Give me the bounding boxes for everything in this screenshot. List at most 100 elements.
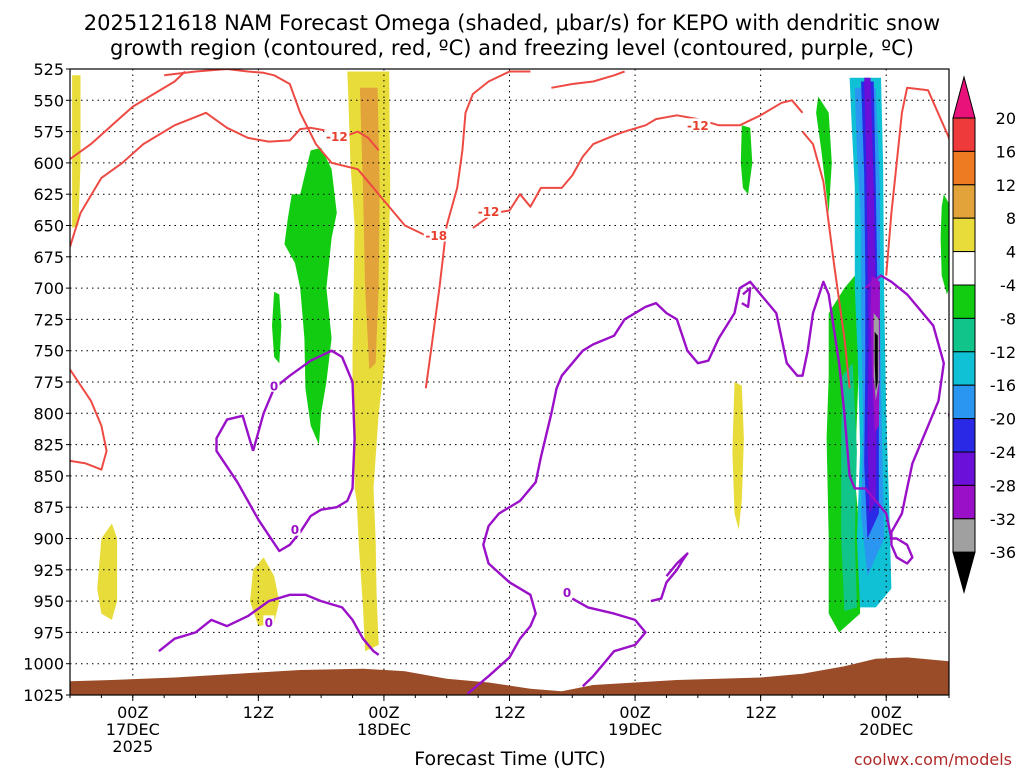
colorbar-label: 16 [996,142,1016,161]
freezing-contour-label: 0 [265,616,273,630]
y-tick-label: 525 [33,60,64,79]
freezing-contour [741,286,752,309]
omega-region [347,71,391,652]
x-tick-label: 00Z [368,703,399,722]
x-tick-label: 18DEC [357,720,411,739]
colorbar-label: -28 [990,476,1016,495]
freezing-contour [466,274,945,695]
freezing-label-bg [268,378,280,392]
y-tick-label: 900 [33,530,64,549]
colorbar-label: -36 [990,543,1016,562]
colorbar-bin [952,117,976,152]
colorbar-label: -12 [990,343,1016,362]
y-tick-label: 800 [33,404,64,423]
snow-growth-contour [70,70,186,160]
colorbar-label: -24 [990,443,1016,462]
colorbar-bin [952,451,976,486]
x-axis-label: Forecast Time (UTC) [414,748,605,768]
x-tick-label: 00Z [871,703,902,722]
y-tick-label: 950 [33,592,64,611]
y-tick-label: 875 [33,498,64,517]
colorbar-bin [952,150,976,186]
x-tick-label: 19DEC [608,720,662,739]
colorbar-label: 4 [1006,243,1016,262]
snow-growth-label-bg [324,129,350,143]
colorbar-label: -8 [1000,309,1016,328]
colorbar: 20 16 12 8 4 -4 -8 -12 -16 -20 -24 -28 -32 -36 [952,75,1016,595]
colorbar-top-arrow [952,75,976,119]
freezing-label-bg [289,522,301,536]
colorbar-bin [952,351,976,386]
freezing-label-bg [561,585,573,599]
omega-region [940,194,949,295]
credit-text: coolwx.com/models [854,750,1012,768]
freezing-contour [650,552,689,603]
colorbar-bin [952,217,976,253]
snow-growth-contour [551,70,625,89]
chart-title-line2: growth region (contoured, red, ºC) and f… [110,36,914,60]
colorbar-bin [952,184,976,219]
omega-shading [72,71,949,652]
y-tick-label: 750 [33,342,64,361]
colorbar-bottom-arrow [952,551,976,595]
y-axis: 525 550 575 600 625 650 675 700 725 750 775 800 825 8… [23,60,70,705]
omega-region [272,291,282,364]
omega-region [740,125,753,195]
colorbar-bin [952,251,976,286]
freezing-contour-label: 0 [563,586,571,600]
snow-growth-contour [801,130,851,389]
omega-region [284,147,337,445]
y-tick-label: 600 [33,154,64,173]
y-tick-label: 925 [33,561,64,580]
colorbar-label: -4 [1000,276,1016,295]
colorbar-bin [952,384,976,420]
colorbar-label: -20 [990,410,1016,429]
y-tick-label: 825 [33,436,64,455]
y-tick-label: 725 [33,310,64,329]
x-tick-label: 12Z [745,703,776,722]
colorbar-label: -32 [990,510,1016,529]
y-tick-label: 1000 [23,655,64,674]
colorbar-bin [952,518,976,553]
colorbar-bin [952,484,976,520]
chart-title-line1: 2025121618 NAM Forecast Omega (shaded, μ… [84,11,940,35]
snow-growth-contour-label: -12 [478,205,500,219]
omega-region [874,331,878,391]
colorbar-label: 12 [996,176,1016,195]
y-tick-label: 675 [33,248,64,267]
terrain-fill [70,657,949,695]
y-tick-label: 775 [33,373,64,392]
colorbar-bin [952,284,976,319]
snow-growth-contour [424,70,531,389]
freezing-contour [571,597,647,688]
snow-growth-contour [164,69,427,237]
colorbar-bin [952,418,976,453]
omega-region [732,382,744,530]
x-tick-label: 20DEC [859,720,913,739]
freezing-label-bg [263,615,275,629]
snow-growth-label-bg [476,204,502,218]
freezing-contour-label: 0 [291,523,299,537]
snow-growth-contour [70,368,108,471]
snow-growth-contour-label: -12 [326,130,348,144]
y-tick-label: 625 [33,185,64,204]
snow-growth-contour-label: -12 [687,119,709,133]
freezing-contour-label: 0 [270,379,278,393]
y-tick-label: 650 [33,217,64,236]
snow-growth-contour [472,99,804,229]
colorbar-label: 8 [1006,209,1016,228]
contours [70,69,949,695]
pressure-grid [70,68,949,696]
omega-region [72,75,81,228]
snow-growth-contour-label: -18 [425,229,447,243]
x-tick-label: 12Z [494,703,525,722]
colorbar-bin [952,317,976,353]
terrain-area [70,657,949,695]
colorbar-label: 20 [996,109,1016,128]
snow-growth-label-bg [685,118,711,132]
y-tick-label: 850 [33,467,64,486]
snow-growth-contour [885,86,949,276]
omega-region [97,523,118,620]
freezing-contour [158,593,380,656]
